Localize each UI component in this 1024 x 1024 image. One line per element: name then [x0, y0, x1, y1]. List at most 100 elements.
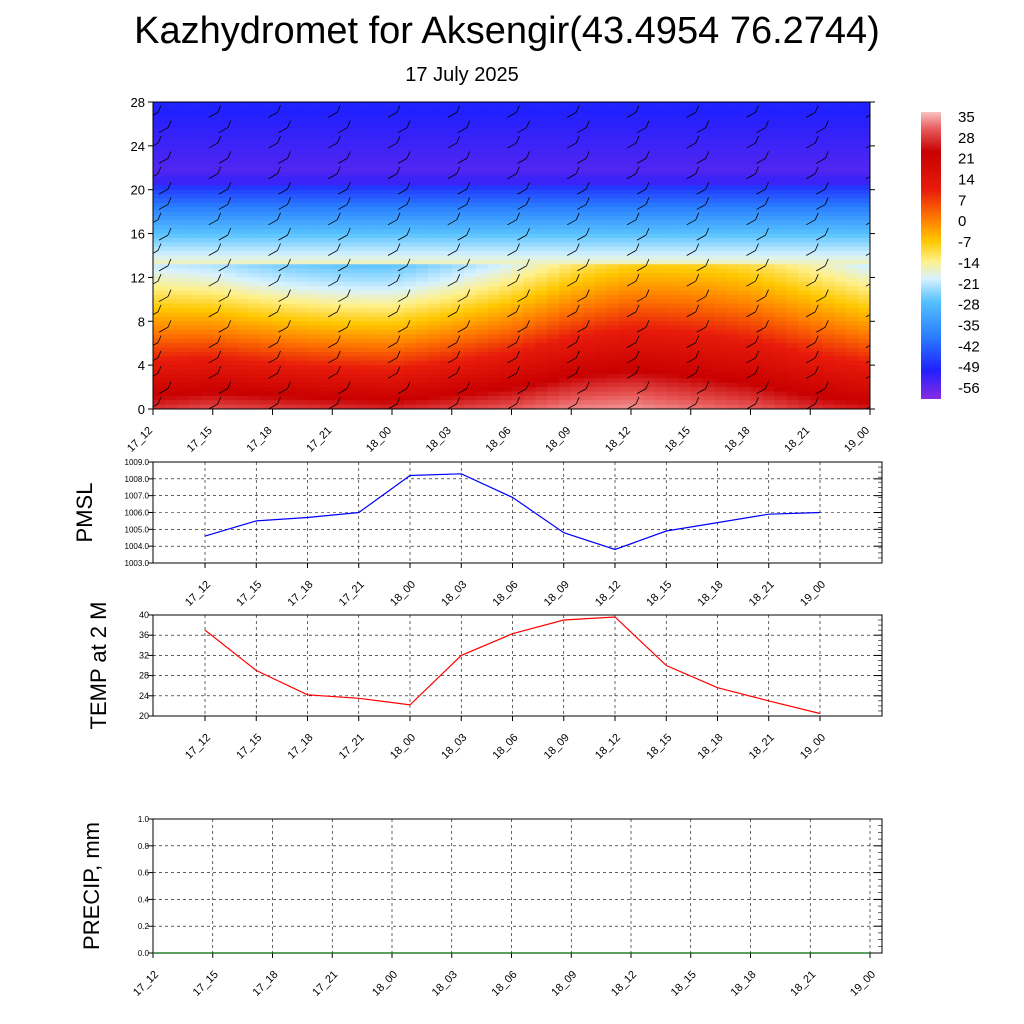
heat-cell [403, 167, 417, 173]
heat-cell [248, 154, 262, 160]
heat-cell [212, 294, 226, 300]
heat-cell [642, 211, 656, 217]
heat-cell [392, 102, 405, 107]
heat-cell [427, 216, 441, 222]
heat-cell [654, 321, 668, 327]
heat-cell [499, 167, 513, 173]
heat-cell [153, 154, 166, 160]
heat-cell [499, 290, 513, 296]
wind-barb-flag [575, 396, 580, 405]
heat-cell [415, 338, 429, 344]
heat-cell [368, 356, 381, 362]
heat-cell [164, 150, 178, 156]
wind-barb [457, 158, 467, 164]
heat-cell [619, 189, 632, 195]
heat-cell [392, 395, 405, 401]
heat-cell [690, 211, 704, 217]
heat-cell [320, 119, 333, 125]
heat-cell [642, 220, 656, 226]
heat-cell [571, 202, 584, 208]
heat-cell [666, 330, 680, 336]
heat-cell [475, 294, 489, 300]
heat-cell [487, 330, 501, 336]
heat-cell [164, 387, 178, 393]
heat-cell [320, 110, 333, 116]
heat-cell [392, 404, 405, 409]
wind-barb [218, 158, 228, 164]
wind-barb [218, 188, 228, 195]
heat-cell [714, 189, 728, 195]
wind-barb-flag [516, 212, 520, 220]
heat-cell [344, 356, 357, 362]
heat-cell [439, 316, 453, 322]
heat-cell [678, 154, 692, 160]
heat-cell [798, 115, 811, 121]
heat-cell [487, 268, 501, 274]
heat-cell [690, 387, 704, 393]
heat-cell [415, 159, 429, 164]
heat-cell [822, 237, 835, 243]
heat-cell [296, 189, 309, 195]
heat-cell [738, 387, 752, 393]
heat-cell [392, 246, 405, 252]
heat-cell [308, 211, 321, 217]
heat-cell [523, 180, 536, 186]
heat-cell [368, 387, 381, 393]
heat-cell [451, 281, 465, 287]
heat-cell [188, 154, 202, 160]
heat-cell [822, 119, 835, 125]
heat-cell [332, 115, 345, 121]
wind-barb [626, 219, 637, 226]
heat-cell [463, 137, 477, 143]
heat-cell [164, 338, 178, 344]
heat-cell [523, 216, 536, 222]
heat-cell [834, 167, 847, 173]
heat-cell [439, 211, 453, 217]
heat-cell [678, 391, 692, 397]
heat-cell [248, 167, 262, 173]
heat-cell [451, 382, 465, 388]
heat-cell [332, 172, 345, 178]
heat-cell [798, 312, 811, 318]
heat-cell [762, 347, 775, 353]
heat-cell [224, 141, 238, 147]
heat-cell [523, 145, 536, 151]
heat-cell [356, 338, 369, 344]
heat-cell [332, 365, 345, 371]
heat-cell [487, 246, 501, 252]
heat-cell [822, 251, 835, 257]
heat-cell [750, 382, 764, 388]
heat-cell [248, 334, 262, 340]
wind-barb [268, 357, 278, 364]
wind-barb-flag [287, 151, 291, 159]
heat-cell [619, 391, 632, 397]
heat-cell [762, 220, 775, 226]
heat-cell [822, 255, 835, 261]
wind-barb [328, 357, 338, 364]
heat-cell [750, 290, 764, 296]
heat-cell [236, 159, 250, 164]
x-tick-label: 18_06 [491, 732, 521, 762]
heat-cell [547, 115, 560, 121]
heat-cell [308, 382, 321, 388]
heat-cell [535, 360, 548, 366]
heat-cell [356, 373, 369, 379]
heat-cell [822, 312, 835, 318]
heat-cell [607, 237, 620, 243]
heat-cell [535, 237, 548, 243]
heat-cell [738, 216, 752, 222]
heat-cell [439, 123, 453, 129]
heat-cell [642, 154, 656, 160]
heat-cell [631, 365, 644, 371]
heat-cell [380, 163, 393, 169]
heat-cell [690, 150, 704, 156]
heat-cell [523, 369, 536, 375]
heat-cell [702, 351, 716, 357]
heat-cell [320, 281, 333, 287]
heat-cell [858, 242, 870, 248]
heat-cell [595, 154, 608, 160]
heat-cell [595, 237, 608, 243]
heat-cell [678, 330, 692, 336]
wind-barb-flag [277, 396, 281, 405]
wind-barb-flag [287, 120, 291, 128]
